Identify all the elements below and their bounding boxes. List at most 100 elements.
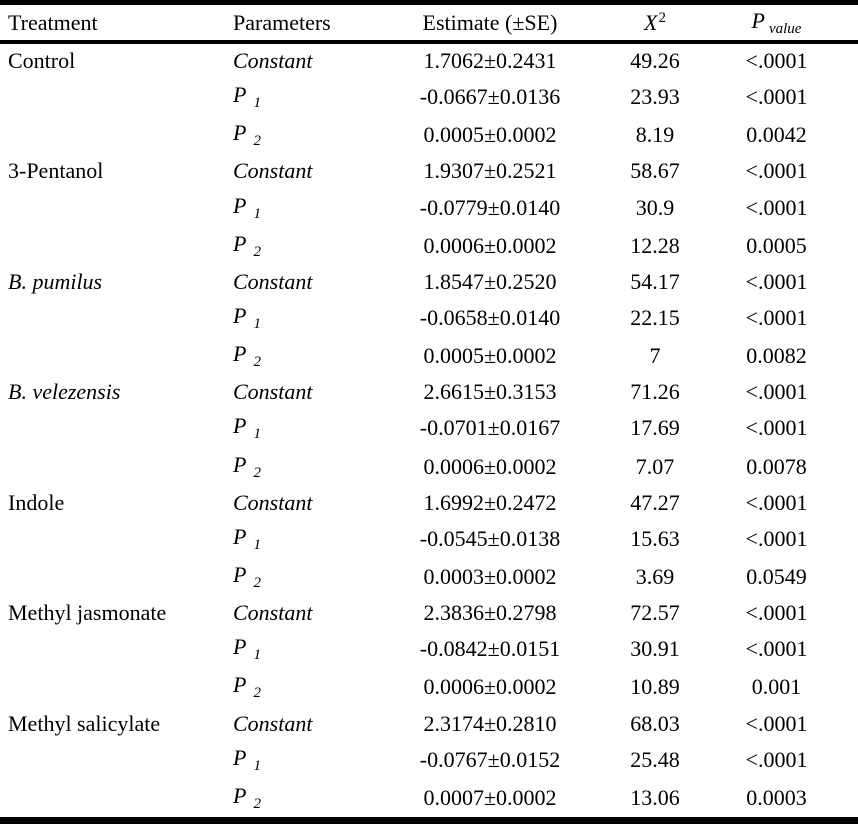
parameter-subscript: 1 [253, 536, 261, 553]
p-value-cell: <.0001 [745, 379, 808, 405]
chi-square-cell: 12.28 [630, 232, 680, 258]
parameter-subscript: 2 [253, 243, 261, 260]
estimate-cell: 1.9307±0.2521 [423, 158, 557, 184]
parameter-label: Constant [233, 489, 313, 515]
estimate-cell: 1.8547±0.2520 [423, 268, 557, 294]
parameter-label: Constant [233, 600, 313, 626]
p-value-cell: 0.001 [751, 674, 802, 700]
chi-square-cell: 8.19 [635, 122, 675, 148]
parameter-subscript: 1 [253, 316, 261, 333]
treatment-label: Methyl jasmonate [8, 600, 167, 626]
parameter-label: Constant [233, 48, 313, 74]
table-row: Control Constant 1.7062±0.2431 49.26 <.0… [0, 44, 858, 78]
p-value-cell: 0.0078 [746, 453, 807, 479]
chi-exponent: 2 [658, 9, 666, 26]
parameter-subscript: 1 [253, 647, 261, 664]
table-body: Control Constant 1.7062±0.2431 49.26 <.0… [0, 44, 858, 817]
p-value-cell: 0.0003 [746, 784, 807, 810]
p-value-cell: <.0001 [745, 636, 808, 662]
header-estimate-se: Estimate (±SE) [422, 9, 558, 35]
header-chi-square: X2 [585, 10, 725, 36]
chi-square-cell: 10.89 [630, 674, 680, 700]
parameter-label: P [233, 341, 247, 367]
parameter-cell: Constant [225, 711, 395, 737]
parameter-cell: Constant [225, 379, 395, 405]
chi-square-cell: 72.57 [630, 600, 680, 626]
p-value-cell: 0.0082 [746, 343, 807, 369]
table-bottom-rule [0, 817, 858, 824]
chi-square-cell: 17.69 [630, 415, 680, 441]
chi-square-cell: 58.67 [630, 158, 680, 184]
parameter-label: P [233, 303, 247, 329]
chi-square-cell: 22.15 [630, 305, 680, 331]
p-value-cell: <.0001 [745, 158, 808, 184]
estimate-cell: -0.0545±0.0138 [419, 525, 561, 551]
parameter-label: P [233, 672, 247, 698]
parameter-label: P [233, 230, 247, 256]
estimate-cell: 2.3836±0.2798 [423, 600, 557, 626]
parameter-label: P [233, 451, 247, 477]
parameter-label: P [233, 562, 247, 588]
table-top-rule [0, 0, 858, 5]
parameter-label: P [233, 523, 247, 549]
estimate-cell: 0.0006±0.0002 [423, 674, 557, 700]
p-value-cell: <.0001 [745, 710, 808, 736]
parameter-subscript: 1 [253, 95, 261, 112]
table-header-rule [0, 40, 858, 44]
p-value-cell: 0.0042 [746, 122, 807, 148]
estimate-cell: 0.0007±0.0002 [423, 784, 557, 810]
chi-square-cell: 30.91 [630, 636, 680, 662]
estimate-cell: 0.0006±0.0002 [423, 453, 557, 479]
parameter-cell: Constant [225, 600, 395, 626]
p-value-cell: <.0001 [745, 489, 808, 515]
treatment-label: B. pumilus [8, 268, 103, 294]
treatment-cell: Methyl jasmonate [0, 600, 225, 626]
treatment-cell: B. velezensis [0, 379, 225, 405]
chi-square-cell: 68.03 [630, 710, 680, 736]
p-value-cell: <.0001 [745, 194, 808, 220]
chi-square-cell: 71.26 [630, 379, 680, 405]
parameter-label: P [233, 120, 247, 146]
estimate-cell: -0.0667±0.0136 [419, 84, 561, 110]
estimate-cell: 2.6615±0.3153 [423, 379, 557, 405]
table-row: B. velezensis Constant 2.6615±0.3153 71.… [0, 375, 858, 409]
p-value-cell: <.0001 [745, 746, 808, 772]
treatment-label: B. velezensis [8, 379, 121, 405]
parameter-label: P [233, 413, 247, 439]
chi-square-cell: 54.17 [630, 268, 680, 294]
parameter-label: Constant [233, 268, 313, 294]
parameter-label: P [233, 782, 247, 808]
estimate-cell: 1.7062±0.2431 [423, 48, 557, 74]
parameter-cell: Constant [225, 490, 395, 516]
parameter-subscript: 2 [253, 685, 261, 702]
parameter-label: P [233, 82, 247, 108]
estimate-cell: -0.0701±0.0167 [419, 415, 561, 441]
parameter-label: P [233, 744, 247, 770]
p-value-cell: <.0001 [745, 525, 808, 551]
p-value-cell: 0.0005 [746, 232, 807, 258]
chi-square-cell: 25.48 [630, 746, 680, 772]
treatment-label: Control [8, 48, 76, 74]
parameter-label: P [233, 634, 247, 660]
chi-square-cell: 3.69 [635, 564, 675, 590]
treatment-cell: 3-Pentanol [0, 158, 225, 184]
chi-square-cell: 49.26 [630, 48, 680, 74]
p-value-cell: <.0001 [745, 84, 808, 110]
chi-square-cell: 7 [649, 343, 661, 369]
table-row: Methyl salicylate Constant 2.3174±0.2810… [0, 707, 858, 741]
estimate-cell: 0.0003±0.0002 [423, 564, 557, 590]
treatment-cell: Control [0, 48, 225, 74]
